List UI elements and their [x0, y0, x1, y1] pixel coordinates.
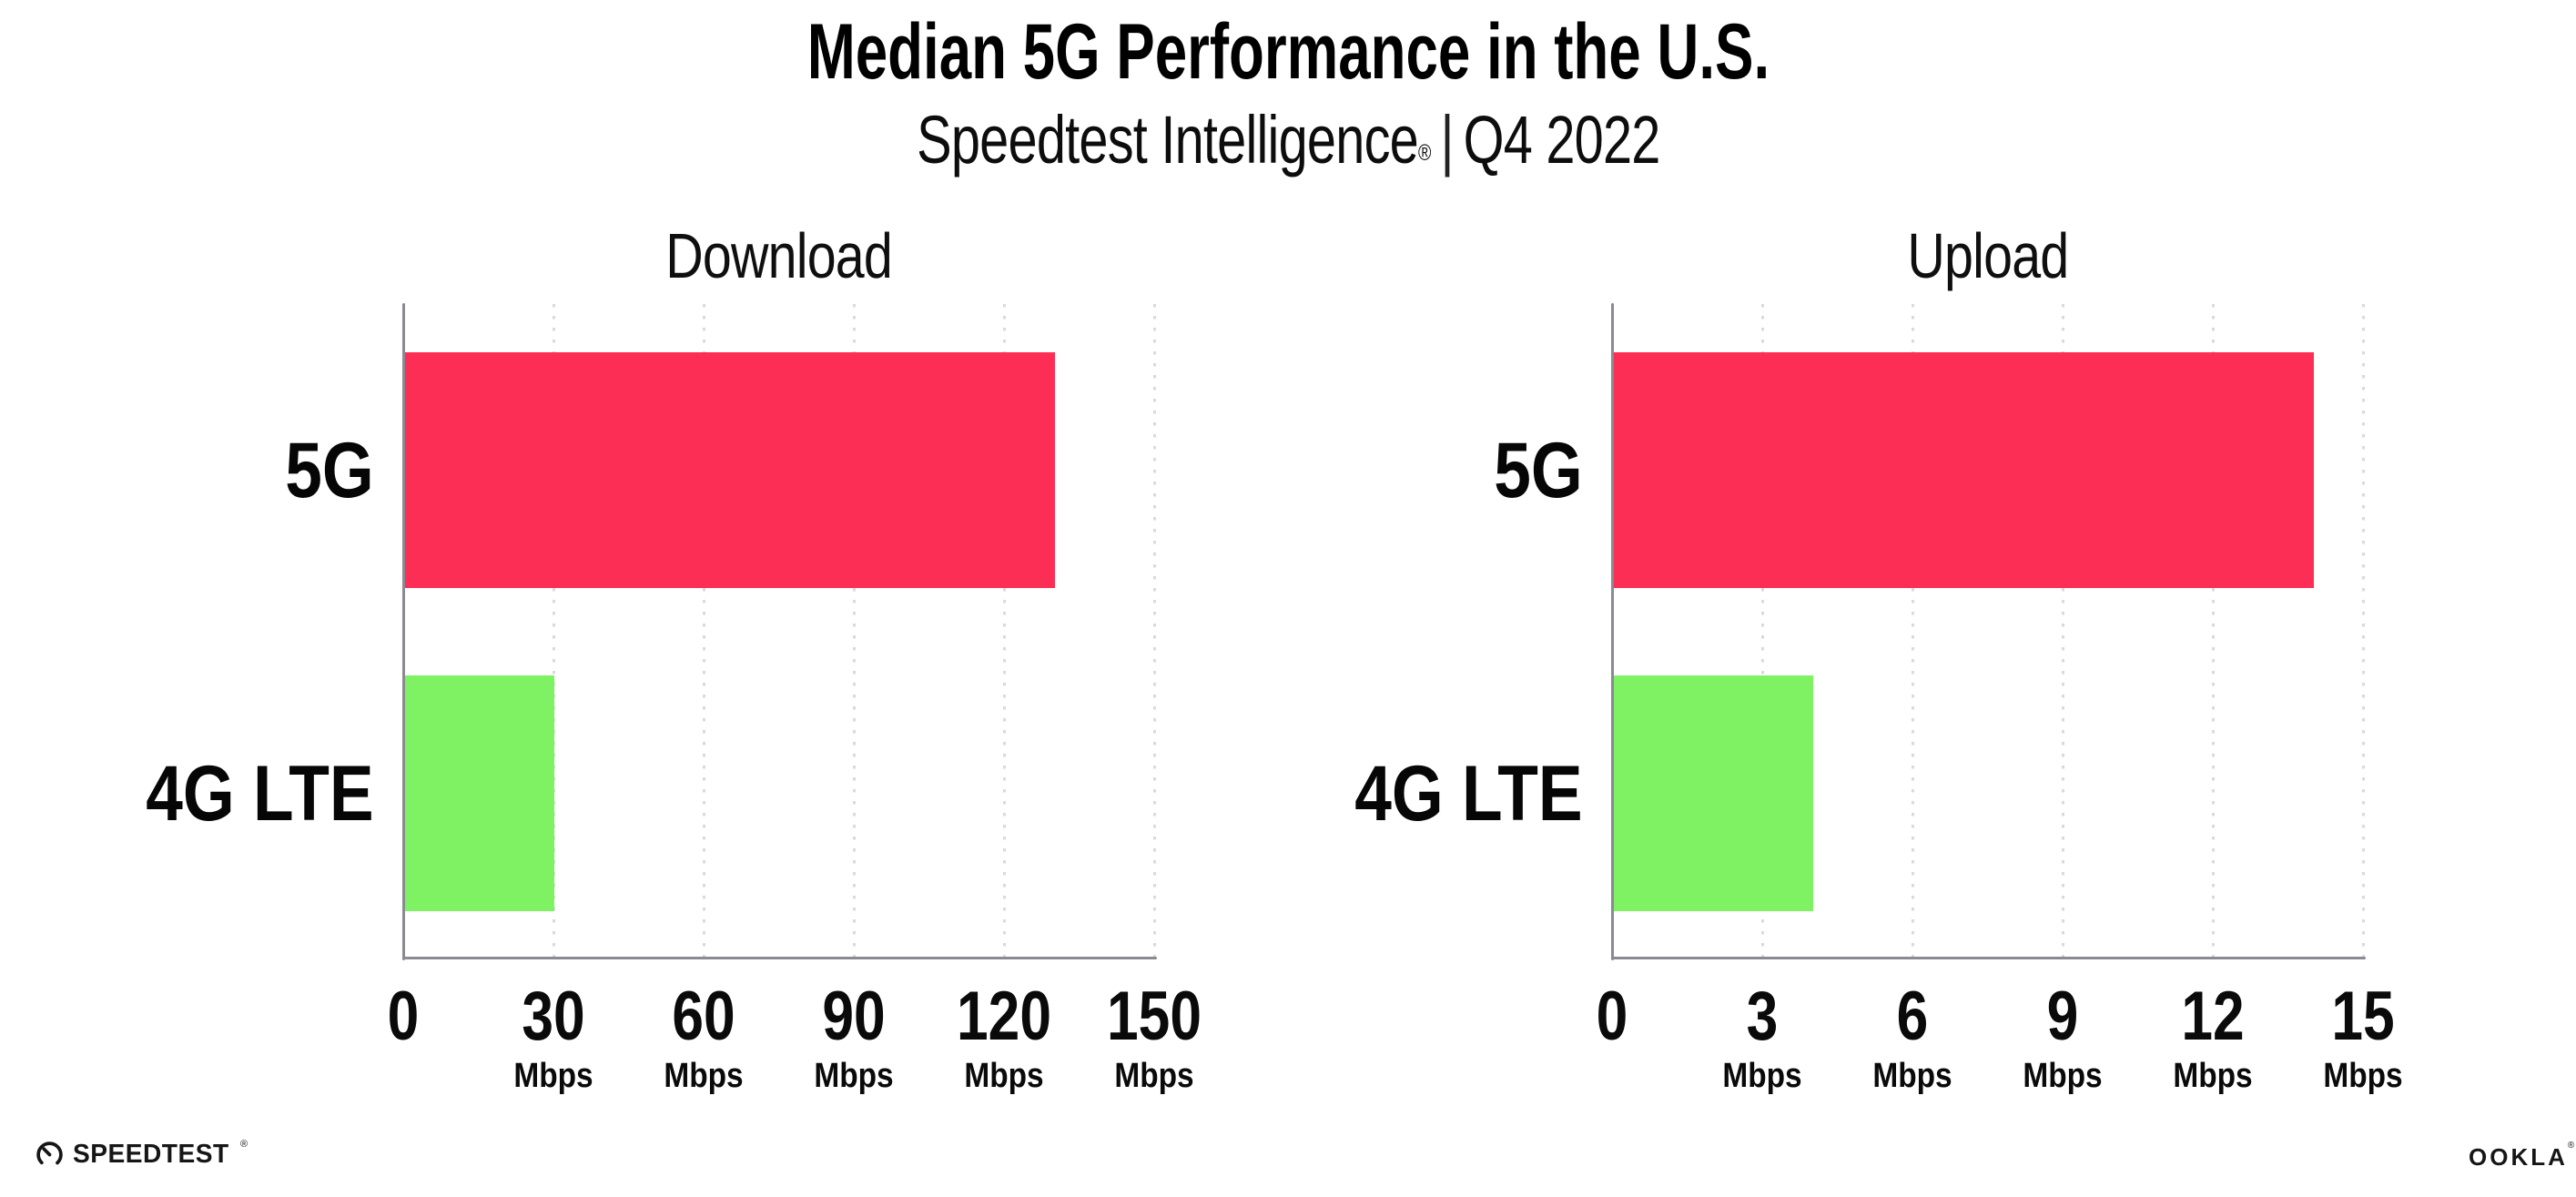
x-tick-value: 6: [1896, 978, 1929, 1055]
x-tick-unit: Mbps: [2173, 1057, 2253, 1095]
page-subtitle: Speedtest Intelligence® | Q4 2022: [0, 95, 2576, 186]
download-category-label-5g: 5G: [285, 426, 374, 514]
upload-gridline-9: [2061, 304, 2064, 959]
subtitle-product: Speedtest Intelligence: [916, 102, 1419, 178]
x-tick-unit: Mbps: [1872, 1057, 1952, 1095]
x-tick-value: 60: [672, 978, 735, 1055]
upload-bar-5g: [1613, 352, 2314, 588]
x-tick-unit: Mbps: [1114, 1057, 1194, 1095]
download-bar-5g: [404, 352, 1055, 588]
download-x-tick-120: 120 Mbps: [867, 978, 1141, 1096]
page-title-text: Median 5G Performance in the U.S.: [806, 8, 1770, 96]
x-tick-unit: Mbps: [664, 1057, 744, 1095]
x-tick-value: 12: [2181, 978, 2245, 1055]
subtitle-period: Q4 2022: [1463, 102, 1660, 178]
download-gridline-30: [552, 304, 555, 959]
upload-bar-4g-lte: [1613, 675, 1813, 911]
upload-gridline-12: [2211, 304, 2215, 959]
upload-gridline-6: [1911, 304, 1914, 959]
x-tick-unit: Mbps: [2023, 1057, 2103, 1095]
upload-x-tick-3: 3 Mbps: [1626, 978, 1899, 1096]
download-bar-4g-lte: [404, 675, 554, 911]
ookla-logo: OOKLA ®: [2469, 1141, 2575, 1172]
download-gridline-60: [702, 304, 705, 959]
download-x-tick-0: 0: [267, 982, 540, 1051]
download-gridline-120: [1002, 304, 1006, 959]
download-category-label-4g-lte: 4G LTE: [146, 749, 374, 837]
x-tick-unit: Mbps: [814, 1057, 894, 1095]
download-x-tick-60: 60 Mbps: [567, 978, 840, 1096]
x-tick-value: 150: [1107, 978, 1202, 1055]
upload-x-tick-12: 12 Mbps: [2076, 978, 2349, 1096]
download-chart-title: Download: [665, 220, 893, 291]
x-tick-value: 30: [522, 978, 585, 1055]
x-tick-value: 9: [2046, 978, 2079, 1055]
speedtest-trademark-mark: ®: [239, 1139, 248, 1150]
upload-gridline-15: [2361, 304, 2365, 959]
x-tick-unit: Mbps: [2323, 1057, 2403, 1095]
upload-x-tick-9: 9 Mbps: [1926, 978, 2199, 1096]
download-gridline-150: [1152, 304, 1156, 959]
upload-plot-area: 0 3 Mbps 6 Mbps 9 Mbps 12 Mbps 15 Mbps 5G 4G LTE: [1355, 303, 2403, 1095]
download-gridline-90: [852, 304, 856, 959]
speedtest-wordmark: SPEEDTEST: [73, 1140, 229, 1169]
upload-category-label-5g: 5G: [1494, 426, 1583, 514]
page-title: Median 5G Performance in the U.S.: [0, 4, 2576, 100]
upload-x-tick-15: 15 Mbps: [2226, 978, 2500, 1096]
upload-x-tick-6: 6 Mbps: [1776, 978, 2049, 1096]
download-x-tick-90: 90 Mbps: [717, 978, 990, 1096]
x-tick-value: 3: [1746, 978, 1779, 1055]
ookla-wordmark: OOKLA: [2469, 1143, 2568, 1171]
x-tick-value: 15: [2331, 978, 2395, 1055]
x-tick-unit: Mbps: [1722, 1057, 1802, 1095]
x-tick-unit: Mbps: [964, 1057, 1044, 1095]
download-x-tick-150: 150 Mbps: [1018, 978, 1291, 1096]
upload-x-tick-0: 0: [1476, 982, 1749, 1051]
subtitle-separator: |: [1440, 102, 1454, 178]
upload-category-label-4g-lte: 4G LTE: [1354, 749, 1583, 837]
upload-x-axis-line: [1611, 957, 2366, 959]
download-x-tick-30: 30 Mbps: [417, 978, 690, 1096]
speedtest-gauge-icon: [36, 1141, 63, 1168]
upload-chart-title: Upload: [1907, 220, 2069, 291]
x-tick-unit: Mbps: [513, 1057, 593, 1095]
x-tick-value: 120: [957, 978, 1051, 1055]
x-tick-value: 0: [387, 978, 420, 1055]
ookla-trademark-mark: ®: [2567, 1141, 2575, 1151]
speedtest-logo: SPEEDTEST ®: [35, 1139, 248, 1170]
download-x-axis-line: [402, 957, 1157, 959]
x-tick-value: 0: [1596, 978, 1628, 1055]
registered-trademark-mark: ®: [1417, 140, 1431, 166]
download-plot-area: 0 30 Mbps 60 Mbps 90 Mbps 120 Mbps 150 Mbps 5G 4G LT…: [147, 303, 1202, 1095]
upload-gridline-3: [1760, 304, 1764, 959]
x-tick-value: 90: [822, 978, 886, 1055]
